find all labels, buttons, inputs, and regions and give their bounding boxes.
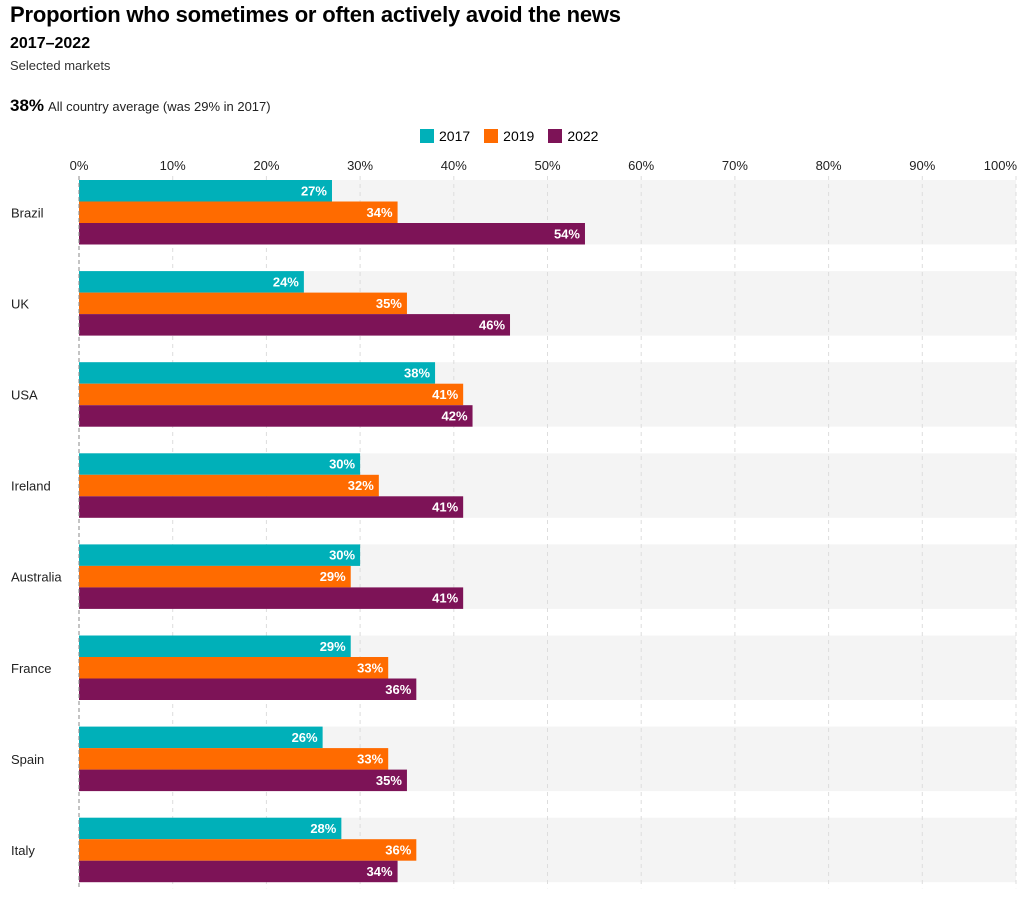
legend-label-2019: 2019 [503,128,535,144]
chart-title: Proportion who sometimes or often active… [10,2,621,27]
legend-swatch-2022 [548,129,563,143]
bar-2019 [79,383,464,406]
bar-chart: 0% 10% 20% 30% 40% 50% 60% 70% 80% 90% 100% Brazil 2… [11,158,1018,889]
category-label: Brazil [11,205,44,220]
data-label: 41% [432,500,458,515]
bar-2019 [79,201,398,223]
x-tick-label: 70% [722,158,748,173]
bar-2022 [79,405,473,427]
x-tick-label: 60% [628,158,654,173]
data-label: 42% [442,408,468,423]
legend-swatch-2019 [484,129,499,143]
x-tick-label: 40% [441,158,467,173]
bar-2022 [79,314,511,336]
bar-2022 [79,496,464,518]
data-label: 28% [310,821,336,836]
legend-item-2017: 2017 [420,128,470,144]
data-label: 32% [348,478,374,493]
average-text: All country average (was 29% in 2017) [48,99,271,114]
bar-2017 [79,544,361,566]
category-label: USA [11,387,38,402]
x-tick-label: 90% [909,158,935,173]
data-label: 30% [329,457,355,472]
data-label: 26% [292,730,318,745]
data-label: 46% [479,317,505,332]
category-label: UK [11,296,29,311]
bar-2019 [79,748,389,770]
bar-2019 [79,565,351,588]
bar-2022 [79,769,407,792]
data-label: 33% [357,751,383,766]
bar-2019 [79,839,417,861]
category-label: Ireland [11,479,51,494]
bar-2017 [79,362,436,384]
data-label: 35% [376,773,402,788]
category-label: Spain [11,752,44,767]
bar-2019 [79,657,389,679]
bar-2019 [79,474,379,497]
data-label: 36% [385,682,411,697]
data-label: 24% [273,274,299,289]
category-label: Australia [11,570,62,585]
legend-item-2019: 2019 [484,128,534,144]
bar-2019 [79,292,407,315]
bar-2022 [79,860,398,883]
category-label: France [11,661,51,676]
data-label: 30% [329,548,355,563]
bar-2017 [79,635,351,657]
x-tick-label: 50% [534,158,560,173]
bar-2017 [79,453,361,475]
legend-item-2022: 2022 [548,128,598,144]
data-label: 41% [432,591,458,606]
average-value: 38% [10,96,45,115]
bar-2017 [79,726,323,749]
chart-note: Selected markets [10,58,111,73]
data-label: 29% [320,639,346,654]
x-tick-label: 30% [347,158,373,173]
bar-2017 [79,180,332,202]
data-label: 41% [432,387,458,402]
data-label: 38% [404,365,430,380]
legend-label-2022: 2022 [567,128,599,144]
data-label: 54% [554,226,580,241]
bar-2022 [79,587,464,609]
legend-label-2017: 2017 [439,128,471,144]
bar-2022 [79,223,585,245]
category-label: Italy [11,843,35,858]
data-label: 35% [376,296,402,311]
average-callout: 38% All country average (was 29% in 2017) [10,96,271,116]
data-label: 34% [367,205,393,220]
legend-swatch-2017 [420,129,434,143]
x-tick-label: 20% [253,158,279,173]
x-tick-label: 80% [816,158,842,173]
legend: 2017 2019 2022 [420,128,598,144]
data-label: 36% [385,842,411,857]
bar-2022 [79,678,417,700]
x-tick-label: 100% [984,158,1018,173]
bar-2017 [79,271,304,293]
data-label: 29% [320,569,346,584]
bar-2017 [79,817,342,840]
x-tick-label: 10% [160,158,186,173]
x-tick-label: 0% [70,158,89,173]
data-label: 33% [357,660,383,675]
data-label: 27% [301,183,327,198]
data-label: 34% [367,864,393,879]
chart-subtitle: 2017–2022 [10,35,91,52]
